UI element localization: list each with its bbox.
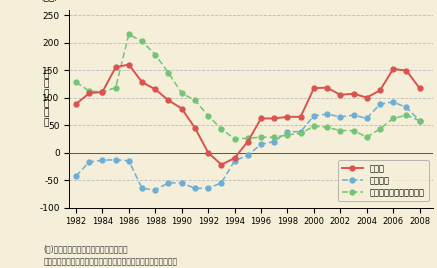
うち埼玉、千葉、神奈川	[298, 132, 303, 135]
うち東京	[126, 159, 132, 162]
東京圈	[404, 69, 409, 72]
うち埼玉、千葉、神奈川	[272, 136, 277, 139]
うち埼玉、千葉、神奈川	[73, 81, 79, 84]
うち東京	[232, 159, 237, 162]
東京圈	[285, 115, 290, 118]
東京圈	[87, 92, 92, 95]
うち埼玉、千葉、神奈川	[258, 136, 264, 139]
うち東京	[139, 187, 145, 190]
うち埼玉、千葉、神奈川	[245, 137, 250, 140]
うち東京	[404, 106, 409, 109]
うち東京	[311, 114, 316, 117]
東京圈	[100, 90, 105, 94]
東京圈	[192, 126, 198, 129]
うち埼玉、千葉、神奈川	[377, 127, 382, 131]
東京圈	[338, 93, 343, 96]
うち埼玉、千葉、神奈川	[338, 129, 343, 132]
うち埼玉、千葉、神奈川	[192, 99, 198, 102]
東京圈	[272, 117, 277, 120]
うち東京	[338, 115, 343, 118]
うち東京	[272, 140, 277, 143]
うち東京	[377, 103, 382, 106]
うち東京	[245, 154, 250, 157]
Text: 人
口
流
入
超
過: 人 口 流 入 超 過	[43, 70, 49, 127]
うち埼玉、千葉、神奈川	[166, 71, 171, 75]
東京圈	[311, 87, 316, 90]
東京圈	[139, 81, 145, 84]
うち埼玉、千葉、神奈川	[126, 33, 132, 36]
東京圈	[245, 140, 250, 143]
うち東京	[205, 187, 211, 190]
うち埼玉、千葉、神奈川	[205, 114, 211, 117]
うち埼玉、千葉、神奈川	[219, 127, 224, 131]
うち埼玉、千葉、神奈川	[391, 117, 396, 120]
うち埼玉、千葉、神奈川	[417, 119, 422, 122]
うち東京	[285, 130, 290, 133]
うち東京	[351, 114, 356, 117]
Line: 東京圈: 東京圈	[73, 62, 422, 167]
東京圈	[351, 92, 356, 95]
うち埼玉、千葉、神奈川	[311, 125, 316, 128]
うち埼玉、千葉、神奈川	[87, 89, 92, 92]
うち東京	[73, 175, 79, 178]
うち東京	[298, 130, 303, 133]
Text: (千人): (千人)	[40, 0, 58, 2]
Text: 資料）総務省「住民基本台帳人口移動報告」より国土交通省作成: 資料）総務省「住民基本台帳人口移動報告」より国土交通省作成	[44, 257, 178, 266]
うち埼玉、千葉、神奈川	[364, 136, 369, 139]
東京圈	[205, 151, 211, 154]
うち東京	[364, 117, 369, 120]
東京圈	[126, 63, 132, 66]
うち埼玉、千葉、神奈川	[404, 114, 409, 117]
東京圈	[153, 88, 158, 91]
うち東京	[258, 143, 264, 146]
東京圈	[364, 96, 369, 99]
東京圈	[298, 115, 303, 118]
うち東京	[192, 187, 198, 190]
東京圈	[73, 103, 79, 106]
東京圈	[377, 89, 382, 92]
うち埼玉、千葉、神奈川	[100, 90, 105, 94]
うち東京	[100, 159, 105, 162]
うち埼玉、千葉、神奈川	[285, 133, 290, 137]
Line: うち東京: うち東京	[73, 99, 422, 192]
うち東京	[417, 119, 422, 122]
東京圈	[113, 66, 118, 69]
東京圈	[219, 163, 224, 166]
うち東京	[166, 181, 171, 184]
東京圈	[232, 157, 237, 160]
うち埼玉、千葉、神奈川	[113, 86, 118, 89]
うち埼玉、千葉、神奈川	[232, 137, 237, 140]
うち東京	[153, 188, 158, 192]
うち埼玉、千葉、神奈川	[351, 129, 356, 132]
うち東京	[324, 113, 329, 116]
東京圈	[324, 86, 329, 89]
Legend: 東京圈, うち東京, うち埼玉、千葉、神奈川: 東京圈, うち東京, うち埼玉、千葉、神奈川	[338, 160, 429, 202]
うち埼玉、千葉、神奈川	[153, 53, 158, 56]
うち埼玉、千葉、神奈川	[324, 126, 329, 129]
東京圈	[417, 87, 422, 90]
うち埼玉、千葉、神奈川	[179, 92, 184, 95]
うち東京	[87, 160, 92, 163]
東京圈	[179, 107, 184, 110]
東京圈	[166, 99, 171, 102]
うち東京	[391, 100, 396, 103]
Line: うち埼玉、千葉、神奈川: うち埼玉、千葉、神奈川	[73, 32, 422, 141]
東京圈	[391, 67, 396, 70]
うち東京	[113, 158, 118, 161]
うち東京	[219, 181, 224, 184]
うち埼玉、千葉、神奈川	[139, 40, 145, 43]
うち東京	[179, 181, 184, 184]
東京圈	[258, 117, 264, 120]
Text: (注)東京圈：埼玉、千葉、東京、神奈川: (注)東京圈：埼玉、千葉、東京、神奈川	[44, 244, 128, 253]
